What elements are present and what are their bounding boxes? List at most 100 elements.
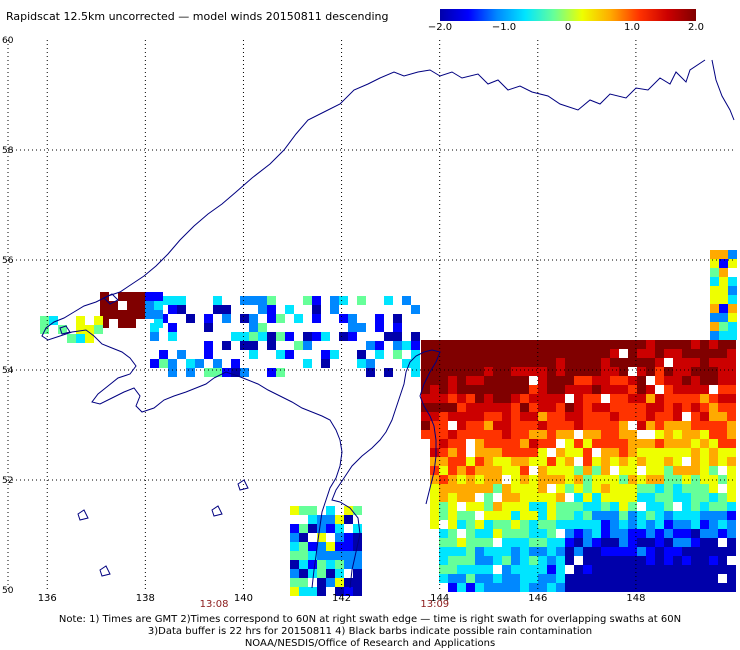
wind-cell — [628, 349, 637, 358]
wind-cell — [655, 412, 664, 421]
wind-cell — [538, 367, 547, 376]
wind-cell — [520, 376, 529, 385]
wind-cell — [700, 349, 709, 358]
wind-cell — [628, 556, 637, 565]
wind-cell — [249, 341, 258, 350]
wind-cell — [502, 412, 511, 421]
wind-cell — [520, 529, 529, 538]
wind-cell — [727, 412, 736, 421]
wind-cell — [583, 475, 592, 484]
wind-cell — [710, 295, 719, 304]
wind-cell — [538, 403, 547, 412]
wind-cell — [718, 358, 727, 367]
wind-cell — [344, 551, 353, 560]
wind-cell — [240, 296, 249, 305]
wind-cell — [583, 520, 592, 529]
wind-cell — [637, 403, 646, 412]
wind-cell — [326, 506, 335, 515]
wind-cell — [439, 430, 448, 439]
wind-cell — [299, 542, 308, 551]
wind-cell — [592, 538, 601, 547]
wind-cell — [655, 511, 664, 520]
wind-cell — [529, 349, 538, 358]
wind-cell — [439, 421, 448, 430]
wind-cell — [484, 340, 493, 349]
wind-cell — [484, 376, 493, 385]
wind-cell — [502, 457, 511, 466]
wind-cell — [249, 350, 258, 359]
wind-cell — [709, 394, 718, 403]
wind-cell — [700, 367, 709, 376]
wind-cell — [673, 412, 682, 421]
wind-cell — [335, 578, 344, 587]
wind-cell — [159, 296, 168, 305]
wind-cell — [709, 547, 718, 556]
wind-cell — [583, 394, 592, 403]
wind-cell — [673, 493, 682, 502]
wind-cell — [719, 250, 728, 259]
wind-cell — [475, 421, 484, 430]
wind-cell — [710, 250, 719, 259]
wind-cell — [439, 511, 448, 520]
wind-cell — [682, 511, 691, 520]
wind-cell — [344, 515, 353, 524]
wind-cell — [493, 583, 502, 592]
wind-cell — [682, 574, 691, 583]
wind-cell — [682, 502, 691, 511]
wind-cell — [710, 268, 719, 277]
wind-cell — [583, 448, 592, 457]
wind-cell — [709, 349, 718, 358]
wind-cell — [709, 421, 718, 430]
wind-cell — [601, 502, 610, 511]
wind-cell — [691, 511, 700, 520]
wind-cell — [601, 376, 610, 385]
wind-cell — [502, 448, 511, 457]
wind-cell — [610, 421, 619, 430]
wind-cell — [511, 403, 520, 412]
wind-cell — [664, 430, 673, 439]
wind-cell — [719, 268, 728, 277]
wind-cell — [511, 367, 520, 376]
wind-cell — [700, 358, 709, 367]
wind-cell — [213, 296, 222, 305]
wind-cell — [484, 502, 493, 511]
wind-cell — [339, 296, 348, 305]
wind-cell — [466, 412, 475, 421]
wind-cell — [448, 385, 457, 394]
wind-cell — [682, 556, 691, 565]
wind-cell — [258, 296, 267, 305]
wind-cell — [556, 502, 565, 511]
wind-cell — [691, 403, 700, 412]
wind-cell — [502, 565, 511, 574]
wind-cell — [475, 475, 484, 484]
wind-cell — [583, 403, 592, 412]
wind-cell — [673, 439, 682, 448]
wind-cell — [448, 448, 457, 457]
wind-cell — [592, 385, 601, 394]
wind-cell — [682, 439, 691, 448]
wind-cell — [448, 457, 457, 466]
map-title: Rapidscat 12.5km uncorrected — model win… — [6, 10, 389, 23]
wind-cell — [290, 533, 299, 542]
wind-cell — [484, 556, 493, 565]
wind-cell — [493, 547, 502, 556]
wind-cell — [448, 439, 457, 448]
latitude-label: 50 — [2, 586, 14, 596]
wind-cell — [502, 574, 511, 583]
wind-cell — [574, 484, 583, 493]
wind-cell — [719, 331, 728, 340]
wind-cell — [718, 412, 727, 421]
wind-cell — [682, 493, 691, 502]
wind-cell — [691, 340, 700, 349]
wind-cell — [547, 421, 556, 430]
wind-cell — [493, 430, 502, 439]
wind-cell — [691, 484, 700, 493]
wind-cell — [655, 493, 664, 502]
wind-cell — [484, 412, 493, 421]
wind-cell — [177, 350, 186, 359]
wind-cell — [664, 493, 673, 502]
wind-cell — [682, 421, 691, 430]
wind-cell — [547, 430, 556, 439]
wind-cell — [682, 385, 691, 394]
wind-cell — [303, 359, 312, 368]
